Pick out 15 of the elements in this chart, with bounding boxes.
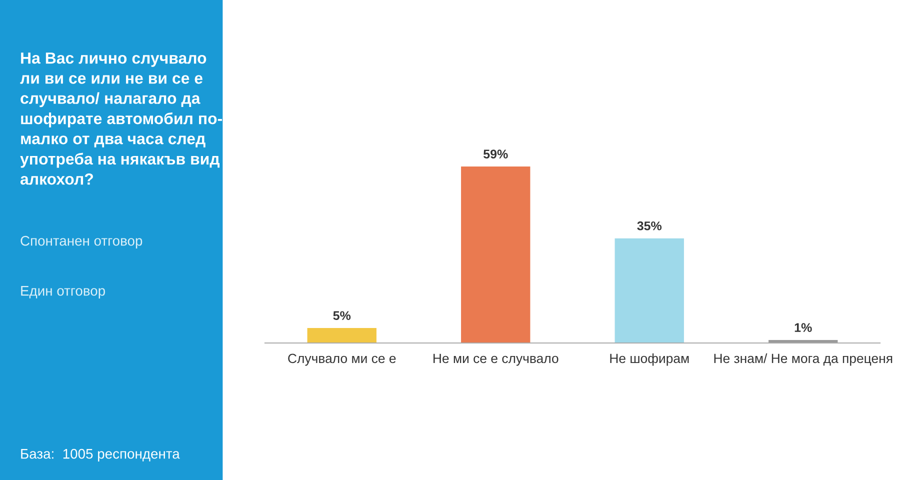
x-tick-label: Не шофирам xyxy=(610,353,689,366)
data-label: 1% xyxy=(794,323,812,332)
text: Спонтанен отговор xyxy=(20,236,142,248)
x-tick-label: Случвало ми се е xyxy=(288,354,396,366)
text: База: 1005 респондента xyxy=(21,448,180,462)
data-label: 59% xyxy=(484,150,508,159)
x-tick-label: Не ми се е случвало xyxy=(434,354,558,366)
x-tick-label: Не знам/ Не мога да преценя xyxy=(714,353,892,366)
data-label: 35% xyxy=(637,221,662,230)
text: На Вас лично случвало ли ви се или не ви се е случвало/ налагало да шофирате автомобил по- малко от два часа след употреба на някакъв вид алкохол? xyxy=(20,52,222,185)
bar xyxy=(461,166,530,343)
bar xyxy=(614,238,684,343)
text: Един отговор xyxy=(21,286,105,298)
bar xyxy=(307,328,376,343)
data-label: 5% xyxy=(333,311,351,320)
